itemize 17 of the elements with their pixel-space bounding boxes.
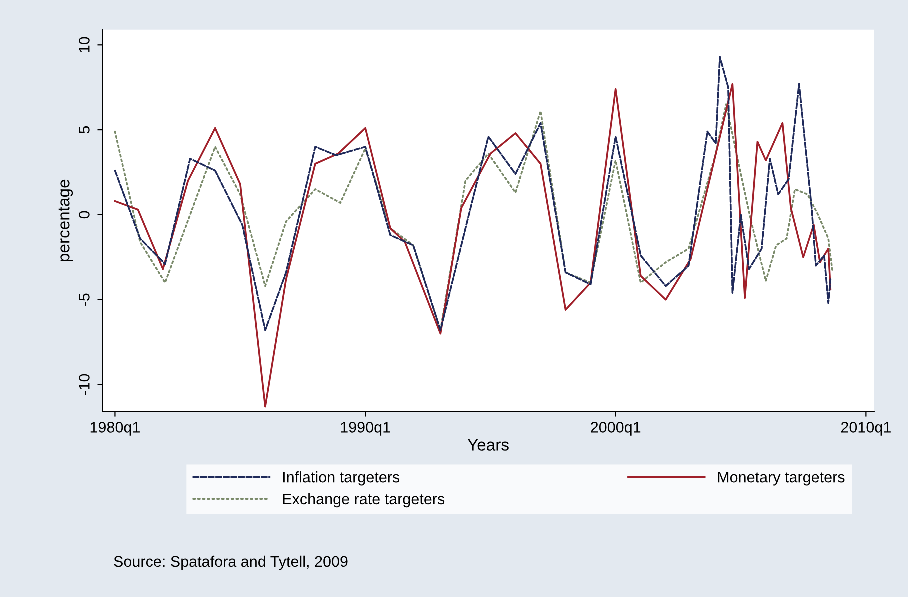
y-tick-label: 5 [79,126,90,134]
source-note: Source: Spatafora and Tytell, 2009 [114,556,348,570]
legend-label: Monetary targeters [718,472,845,486]
x-tick-label: 2000q1 [591,422,641,436]
x-tick-label: 1980q1 [90,422,140,436]
y-tick-label: -5 [79,294,90,306]
line-series [114,56,832,332]
legend-label: Exchange rate targeters [283,493,445,508]
x-tick-label: 1990q1 [341,422,390,436]
y-axis-title: percentage [58,180,74,262]
y-tick-label: 10 [79,37,90,52]
x-tick-label: 2010q1 [841,422,891,436]
y-tick-label: -10 [79,374,90,396]
line-series [114,83,832,408]
x-axis-title: Years [468,439,509,451]
y-tick-label: 0 [79,211,90,219]
legend-label: Inflation targeters [283,472,400,486]
